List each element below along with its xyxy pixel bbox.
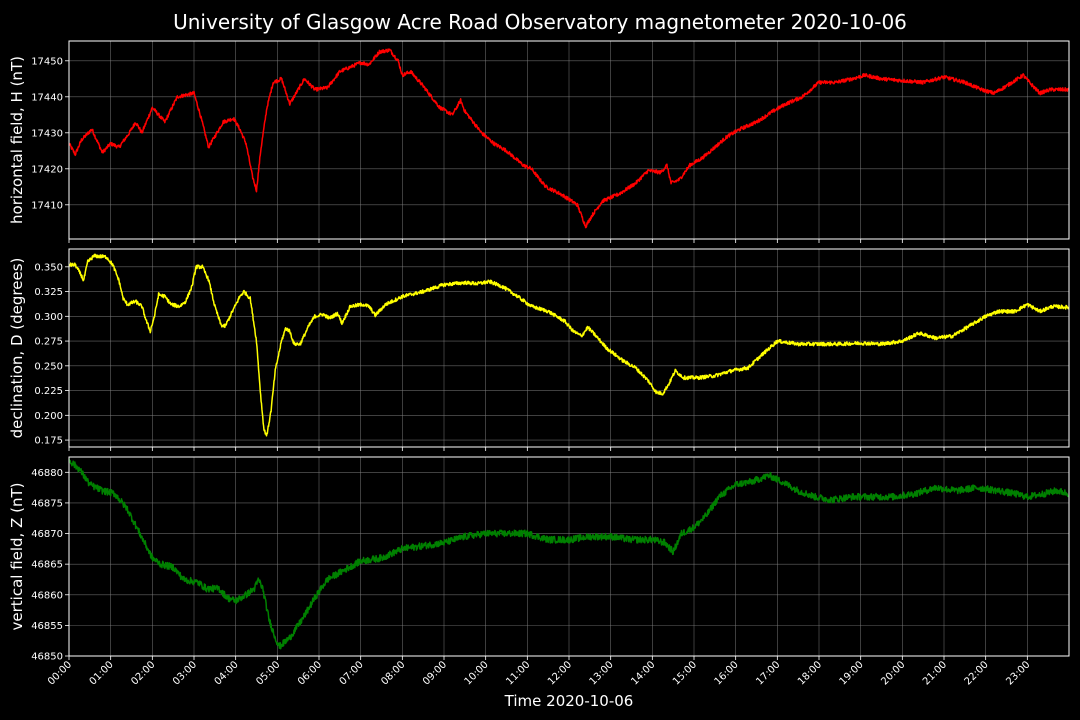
- y-tick-label: 17410: [31, 200, 63, 211]
- x-tick-label: 14:00: [629, 659, 657, 687]
- x-tick-label: 22:00: [963, 659, 991, 687]
- x-tick-label: 05:00: [254, 659, 282, 687]
- x-tick-label: 11:00: [504, 659, 532, 687]
- y-tick-label: 17450: [31, 56, 63, 67]
- y-axis-label: vertical field, Z (nT): [8, 482, 26, 630]
- panel-3: 46850 46855 46860 46865 46870 46875 46880 verti…: [8, 456, 1070, 663]
- y-tick-label: 0.175: [34, 436, 63, 447]
- panel-2: 0.175 0.200 0.225 0.250 0.275 0.300 0.325 0.350…: [8, 248, 1070, 451]
- x-tick-label: 09:00: [421, 659, 449, 687]
- x-tick-label: 15:00: [671, 659, 699, 687]
- y-tick-label: 46875: [31, 498, 63, 509]
- x-tick-label: 04:00: [213, 659, 241, 687]
- x-tick-label: 03:00: [171, 659, 199, 687]
- series-line-3: [69, 458, 1069, 650]
- x-tick-label: 18:00: [796, 659, 824, 687]
- x-axis-label: Time 2020-10-06: [504, 692, 634, 710]
- panel-1: 17410 17420 17430 17440 17450 horizontal fiel…: [8, 40, 1070, 243]
- y-tick-label: 17440: [31, 92, 63, 103]
- x-tick-label: 13:00: [588, 659, 616, 687]
- series-line-2: [69, 253, 1069, 437]
- x-tick-label: 06:00: [296, 659, 324, 687]
- y-tick-label: 46860: [31, 590, 63, 601]
- x-tick-label: 10:00: [463, 659, 491, 687]
- axes-frame: [68, 248, 1070, 448]
- x-tick-label: 17:00: [754, 659, 782, 687]
- x-tick-label: 02:00: [129, 659, 157, 687]
- x-tick-label: 23:00: [1004, 659, 1032, 687]
- x-tick-label: 20:00: [879, 659, 907, 687]
- axes-frame: [68, 456, 1070, 657]
- y-tick-label: 46865: [31, 560, 63, 571]
- x-tick-label: 19:00: [838, 659, 866, 687]
- y-tick-label: 0.225: [34, 386, 63, 397]
- y-tick-label: 0.300: [34, 312, 63, 323]
- y-tick-label: 0.325: [34, 287, 63, 298]
- x-tick-label: 01:00: [88, 659, 116, 687]
- y-tick-label: 0.275: [34, 337, 63, 348]
- y-tick-label: 46855: [31, 621, 63, 632]
- y-tick-label: 17420: [31, 164, 63, 175]
- y-axis-label: declination, D (degrees): [8, 258, 26, 439]
- y-tick-label: 17430: [31, 128, 63, 139]
- x-tick-label: 12:00: [546, 659, 574, 687]
- y-tick-label: 46880: [31, 468, 63, 479]
- y-axis-label: horizontal field, H (nT): [8, 56, 26, 224]
- chart-title: University of Glasgow Acre Road Observat…: [173, 10, 907, 34]
- x-tick-label: 07:00: [338, 659, 366, 687]
- y-tick-label: 0.200: [34, 411, 63, 422]
- x-tick-label: 00:00: [46, 659, 74, 687]
- series-line-1: [69, 48, 1069, 229]
- y-tick-label: 0.250: [34, 361, 63, 372]
- y-tick-label: 0.350: [34, 262, 63, 273]
- axes-frame: [68, 40, 1070, 240]
- x-tick-label: 08:00: [379, 659, 407, 687]
- y-tick-label: 46850: [31, 652, 63, 663]
- y-tick-label: 46870: [31, 529, 63, 540]
- x-tick-label: 21:00: [921, 659, 949, 687]
- x-tick-label: 16:00: [713, 659, 741, 687]
